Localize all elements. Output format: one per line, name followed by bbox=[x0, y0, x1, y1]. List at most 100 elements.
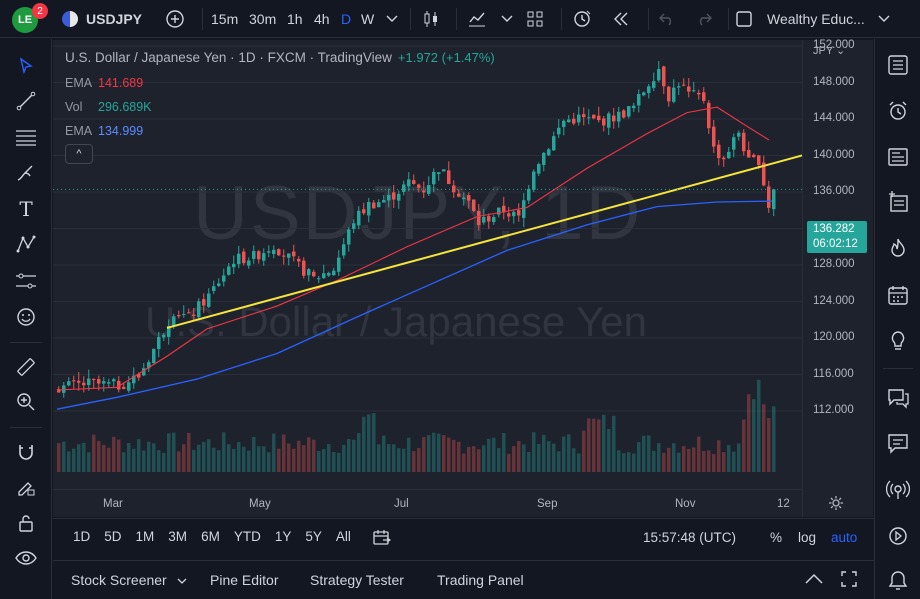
volume-bar bbox=[282, 434, 286, 472]
tab-strategy-tester[interactable]: Strategy Tester bbox=[310, 572, 404, 588]
collapse-legend-button[interactable]: ^ bbox=[65, 144, 93, 164]
add-note-icon[interactable] bbox=[885, 189, 911, 215]
time-axis[interactable]: Mar May Jul Sep Nov 12 bbox=[53, 489, 802, 517]
range-1m[interactable]: 1M bbox=[135, 529, 155, 544]
forecast-icon[interactable] bbox=[13, 268, 39, 294]
hotlists-flame-icon[interactable] bbox=[885, 235, 911, 261]
symbol-search-button[interactable]: USDJPY bbox=[62, 0, 142, 38]
price-axis-label: 144.000 bbox=[813, 112, 855, 124]
eye-icon[interactable] bbox=[13, 545, 39, 571]
undo-icon[interactable] bbox=[656, 0, 678, 38]
alarm-clock-icon[interactable] bbox=[885, 98, 911, 124]
volume-bar bbox=[217, 450, 221, 472]
candle-body bbox=[737, 132, 741, 137]
ideas-lightbulb-icon[interactable] bbox=[885, 328, 911, 354]
chart-pane[interactable]: USDJPY, 1D U.S. Dollar / Japanese Yen U.… bbox=[53, 40, 802, 489]
log-scale-toggle[interactable]: log bbox=[798, 530, 817, 545]
candle-body bbox=[182, 313, 186, 315]
alert-clock-icon[interactable] bbox=[570, 0, 594, 38]
interval-dropdown-chevron-icon[interactable] bbox=[385, 0, 399, 38]
expand-panel-chevron-up-icon[interactable] bbox=[805, 572, 823, 590]
candle-body bbox=[157, 336, 161, 350]
public-chat-icon[interactable] bbox=[885, 430, 911, 456]
layout-name-button[interactable]: Wealthy Educ... bbox=[767, 10, 865, 27]
redo-icon[interactable] bbox=[693, 0, 715, 38]
notifications-bell-icon[interactable] bbox=[885, 568, 911, 594]
volume-bar bbox=[252, 436, 256, 472]
maximize-icon[interactable] bbox=[841, 571, 857, 592]
volume-bar bbox=[177, 451, 181, 472]
range-ytd[interactable]: YTD bbox=[233, 529, 261, 544]
volume-bar bbox=[582, 430, 586, 472]
volume-bar bbox=[272, 433, 276, 472]
trend-line-icon[interactable] bbox=[13, 88, 39, 114]
indicator-volume[interactable]: Vol 296.689K bbox=[65, 100, 152, 114]
candle-body bbox=[512, 211, 516, 217]
ruler-icon[interactable] bbox=[13, 354, 39, 380]
range-5y[interactable]: 5Y bbox=[305, 529, 322, 544]
chats-icon[interactable] bbox=[885, 385, 911, 411]
chart-settings-gear-icon[interactable] bbox=[828, 495, 844, 516]
volume-bar bbox=[297, 440, 301, 472]
candle-body bbox=[467, 195, 471, 201]
layout-grid-icon[interactable] bbox=[524, 0, 546, 38]
magnet-icon[interactable] bbox=[13, 439, 39, 465]
interval-4h[interactable]: 4h bbox=[314, 10, 330, 27]
candle-body bbox=[747, 149, 751, 158]
interval-30m[interactable]: 30m bbox=[249, 10, 277, 27]
compare-add-icon[interactable] bbox=[163, 0, 187, 38]
indicators-dropdown-chevron-icon[interactable] bbox=[500, 0, 514, 38]
percent-scale-toggle[interactable]: % bbox=[770, 530, 783, 545]
cursor-arrow-icon[interactable] bbox=[13, 53, 39, 79]
news-icon[interactable] bbox=[885, 144, 911, 170]
indicator-ema-fast[interactable]: EMA 141.689 bbox=[65, 76, 143, 90]
range-3m[interactable]: 3M bbox=[168, 529, 188, 544]
lock-icon[interactable] bbox=[13, 510, 39, 536]
layout-checkbox-icon[interactable] bbox=[733, 0, 755, 38]
candle-body bbox=[302, 260, 306, 276]
tab-trading-panel[interactable]: Trading Panel bbox=[437, 572, 524, 588]
horizontal-lines-icon[interactable] bbox=[13, 124, 39, 150]
interval-w[interactable]: W bbox=[361, 10, 375, 27]
goto-date-icon[interactable] bbox=[373, 530, 392, 551]
currency-label[interactable]: JPY ⌄ bbox=[813, 45, 846, 57]
range-all[interactable]: All bbox=[335, 529, 351, 544]
volume-bar bbox=[572, 448, 576, 472]
tab-pine-editor[interactable]: Pine Editor bbox=[210, 572, 279, 588]
brush-icon[interactable] bbox=[13, 160, 39, 186]
lock-pencil-icon[interactable] bbox=[13, 474, 39, 500]
watchlist-icon[interactable] bbox=[885, 52, 911, 78]
candle-body bbox=[452, 185, 456, 193]
candle-body bbox=[332, 270, 336, 276]
emoji-icon[interactable] bbox=[13, 304, 39, 330]
auto-scale-toggle[interactable]: auto bbox=[831, 530, 858, 545]
volume-bar bbox=[552, 443, 556, 472]
text-tool-icon[interactable]: T bbox=[19, 197, 33, 221]
volume-bar bbox=[327, 444, 331, 472]
volume-bar bbox=[127, 443, 131, 472]
candles-chart-type-icon[interactable] bbox=[420, 0, 442, 38]
candle-body bbox=[122, 386, 126, 389]
range-5d[interactable]: 5D bbox=[104, 529, 122, 544]
tab-stock-screener[interactable]: Stock Screener bbox=[71, 572, 187, 588]
indicators-icon[interactable] bbox=[466, 0, 488, 38]
volume-bar bbox=[192, 449, 196, 472]
zoom-in-icon[interactable] bbox=[13, 389, 39, 415]
replay-play-icon[interactable] bbox=[885, 523, 911, 549]
pattern-icon[interactable] bbox=[13, 231, 39, 257]
interval-d-active[interactable]: D bbox=[341, 10, 352, 27]
range-1d[interactable]: 1D bbox=[73, 529, 91, 544]
candle-body bbox=[482, 217, 486, 223]
indicator-ema-slow[interactable]: EMA 134.999 bbox=[65, 124, 143, 138]
range-6m[interactable]: 6M bbox=[201, 529, 220, 544]
calendar-icon[interactable] bbox=[885, 282, 911, 308]
candle-body bbox=[712, 126, 716, 147]
utc-clock[interactable]: 15:57:48 (UTC) bbox=[643, 530, 737, 545]
range-1y[interactable]: 1Y bbox=[274, 529, 292, 544]
interval-1h[interactable]: 1h bbox=[287, 10, 303, 27]
streams-broadcast-icon[interactable] bbox=[885, 477, 911, 503]
replay-icon[interactable] bbox=[610, 0, 632, 38]
interval-15m[interactable]: 15m bbox=[211, 10, 239, 27]
price-axis[interactable]: JPY ⌄ 152.000 148.000 144.000 140.000 136.00… bbox=[802, 39, 873, 517]
layout-dropdown-chevron-icon[interactable] bbox=[877, 0, 891, 38]
